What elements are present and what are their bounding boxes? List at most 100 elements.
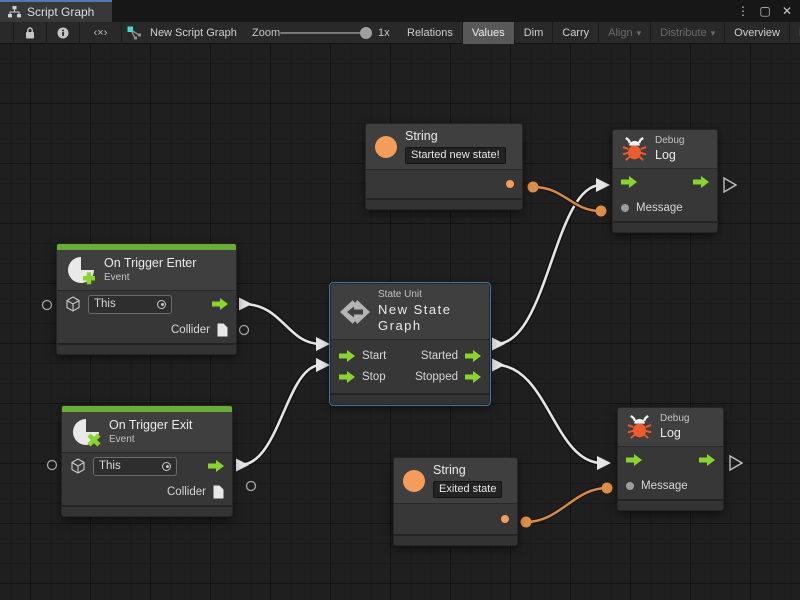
node-title: String bbox=[433, 463, 466, 477]
port-enter-collider-unconnected[interactable] bbox=[238, 324, 250, 336]
node-on-trigger-enter[interactable]: On Trigger Enter Event This bbox=[56, 243, 237, 355]
window-maximize-icon[interactable]: ▢ bbox=[759, 4, 771, 18]
node-title: Log bbox=[660, 425, 681, 440]
debug-bottom-flow-row bbox=[618, 447, 723, 473]
flow-out-port[interactable] bbox=[699, 454, 715, 467]
flow-out-port[interactable] bbox=[465, 349, 481, 362]
dim-toggle[interactable]: Dim bbox=[515, 22, 554, 44]
flow-in-port[interactable] bbox=[626, 454, 642, 467]
zoom-label: Zoom bbox=[252, 27, 281, 39]
object-picker-icon[interactable] bbox=[162, 461, 171, 471]
overview-button[interactable]: Overview bbox=[725, 22, 790, 44]
carry-toggle[interactable]: Carry bbox=[553, 22, 600, 44]
trigger-enter-target-row: This bbox=[57, 291, 236, 317]
debug-top-header: Debug Log bbox=[613, 130, 717, 170]
wires-layer bbox=[41, 176, 744, 528]
node-string-top[interactable]: String Started new state! bbox=[365, 123, 523, 211]
values-toggle[interactable]: Values bbox=[462, 22, 515, 44]
lock-icon bbox=[25, 27, 35, 39]
debug-bottom-message-row: Message bbox=[618, 473, 723, 499]
flow-in-port[interactable] bbox=[339, 349, 355, 362]
graph-hierarchy-icon bbox=[8, 6, 21, 18]
node-subtitle: Event bbox=[109, 433, 135, 445]
node-debug-log-bottom[interactable]: Debug Log Message bbox=[617, 407, 724, 512]
string-bottom-header: String Exited state bbox=[394, 458, 517, 505]
target-object-field[interactable]: This bbox=[88, 294, 172, 314]
distribute-dropdown[interactable]: Distribute ▾ bbox=[651, 22, 726, 44]
node-debug-log-top[interactable]: Debug Log Message bbox=[612, 129, 718, 234]
string-top-header: String Started new state! bbox=[366, 124, 522, 171]
lock-button[interactable] bbox=[14, 22, 47, 44]
flow-in-port[interactable] bbox=[621, 176, 637, 189]
port-debug-bottom-out-unconnected[interactable] bbox=[729, 454, 744, 472]
trigger-exit-header: On Trigger Exit Event bbox=[62, 412, 232, 453]
string-value-icon bbox=[375, 135, 397, 158]
trigger-exit-target-row: This bbox=[62, 453, 232, 479]
flow-in-port[interactable] bbox=[339, 370, 355, 383]
window-menu-icon[interactable]: ⋮ bbox=[737, 4, 749, 18]
zoom-to-fit-button[interactable]: ‹×› bbox=[80, 22, 122, 44]
port-enter-target-unconnected[interactable] bbox=[41, 299, 53, 311]
window-close-icon[interactable]: ✕ bbox=[781, 4, 793, 18]
state-unit-start-row: Start Started bbox=[331, 345, 489, 366]
string-input-field[interactable]: Started new state! bbox=[405, 146, 506, 165]
graph-canvas[interactable]: String Started new state! bbox=[0, 44, 800, 600]
event-accent-bar bbox=[57, 244, 236, 250]
message-input-port[interactable] bbox=[621, 204, 629, 213]
object-picker-icon[interactable] bbox=[157, 299, 166, 309]
wire-started-to-debug-top[interactable] bbox=[492, 178, 610, 351]
zoom-slider-handle[interactable] bbox=[360, 27, 372, 39]
flow-out-port[interactable] bbox=[212, 298, 228, 310]
node-footer bbox=[57, 343, 236, 354]
tab-script-graph[interactable]: Script Graph bbox=[0, 0, 112, 22]
flow-out-port[interactable] bbox=[693, 176, 709, 189]
wire-string-top-to-message[interactable] bbox=[527, 181, 607, 217]
node-footer bbox=[366, 198, 522, 210]
string-input-field[interactable]: Exited state bbox=[433, 480, 503, 499]
string-output-row bbox=[366, 170, 522, 198]
wire-string-bottom-to-message[interactable] bbox=[520, 482, 613, 528]
message-input-port[interactable] bbox=[626, 482, 634, 491]
window-controls: ⋮ ▢ ✕ bbox=[734, 0, 796, 22]
string-output-port[interactable] bbox=[506, 180, 514, 189]
flow-out-port[interactable] bbox=[208, 460, 224, 472]
flow-out-port[interactable] bbox=[465, 370, 481, 383]
zoom-slider-track[interactable] bbox=[280, 32, 370, 34]
info-button[interactable] bbox=[47, 22, 80, 44]
port-debug-top-out-unconnected[interactable] bbox=[723, 176, 738, 194]
wire-stopped-to-debug-bottom[interactable] bbox=[492, 358, 611, 471]
debug-top-message-row: Message bbox=[613, 195, 717, 221]
target-value: This bbox=[94, 298, 116, 310]
node-footer bbox=[613, 221, 717, 233]
node-string-bottom[interactable]: String Exited state bbox=[393, 457, 518, 547]
distribute-label: Distribute bbox=[660, 27, 707, 39]
target-object-field[interactable]: This bbox=[93, 456, 177, 476]
node-state-unit[interactable]: State Unit New State Graph Start Started bbox=[329, 282, 491, 406]
wire-exit-to-stop[interactable] bbox=[236, 358, 330, 472]
event-plus-icon bbox=[66, 255, 96, 285]
align-dropdown[interactable]: Align ▾ bbox=[599, 22, 652, 44]
document-icon bbox=[217, 323, 228, 337]
message-label: Message bbox=[641, 480, 688, 493]
port-exit-collider-unconnected[interactable] bbox=[245, 480, 257, 492]
relations-toggle[interactable]: Relations bbox=[398, 22, 463, 44]
string-output-port[interactable] bbox=[501, 515, 509, 524]
stopped-label: Stopped bbox=[415, 370, 458, 383]
node-subtitle: Event bbox=[104, 271, 130, 283]
port-exit-target-unconnected[interactable] bbox=[46, 459, 58, 471]
node-footer bbox=[394, 534, 517, 546]
node-footer bbox=[62, 505, 232, 516]
collider-label: Collider bbox=[171, 324, 210, 336]
fullscreen-button[interactable]: Full Screen bbox=[790, 22, 800, 44]
info-icon bbox=[57, 27, 69, 39]
trigger-enter-header: On Trigger Enter Event bbox=[57, 250, 236, 291]
chevron-down-icon: ▾ bbox=[636, 27, 642, 38]
node-on-trigger-exit[interactable]: On Trigger Exit Event This bbox=[61, 405, 233, 517]
debug-bottom-header: Debug Log bbox=[618, 408, 723, 448]
wire-enter-to-start[interactable] bbox=[239, 297, 330, 352]
state-unit-icon bbox=[340, 297, 370, 326]
graph-pointer-icon bbox=[127, 22, 143, 44]
bug-icon bbox=[622, 136, 647, 162]
node-title: On Trigger Enter bbox=[104, 255, 197, 270]
